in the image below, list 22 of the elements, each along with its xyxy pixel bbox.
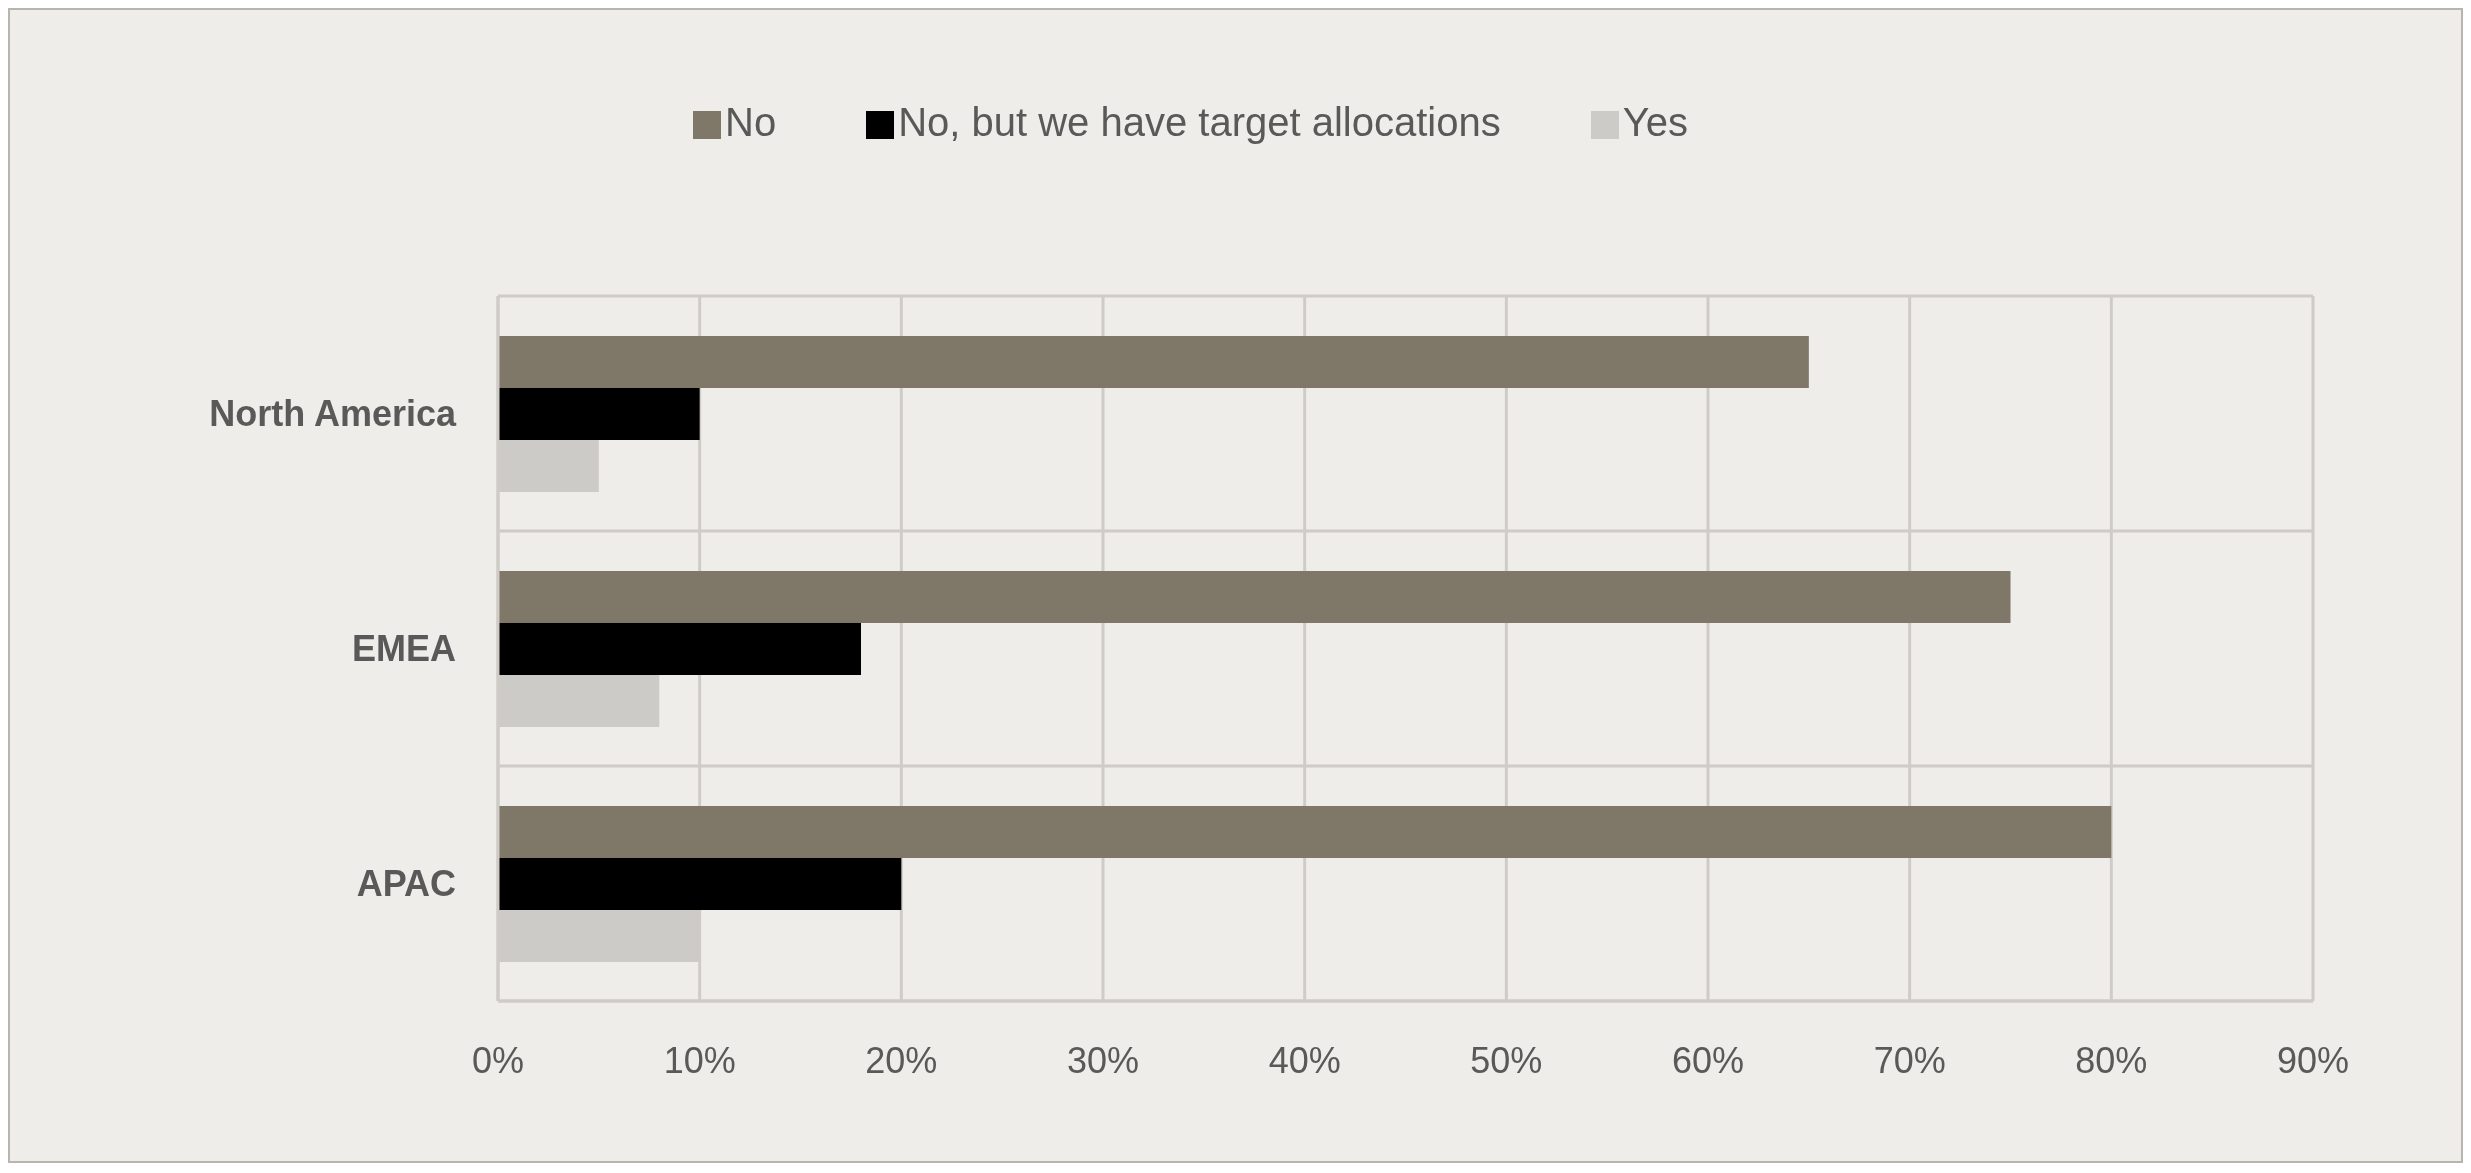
bar — [498, 623, 861, 675]
legend-label: Yes — [1622, 100, 1688, 144]
legend-label: No — [725, 100, 777, 144]
bar — [498, 858, 902, 910]
bar — [498, 571, 2011, 623]
bar — [498, 336, 1809, 388]
y-tick-label: APAC — [356, 863, 456, 905]
x-tick-label: 60% — [1671, 1039, 1745, 1081]
x-tick-label: 40% — [1268, 1039, 1341, 1081]
x-tick-label: 80% — [2075, 1039, 2148, 1081]
x-tick-label: 90% — [2276, 1039, 2350, 1081]
x-tick-label: 10% — [663, 1039, 736, 1081]
x-tick-label: 0% — [471, 1039, 525, 1081]
x-tick-label: 30% — [1066, 1039, 1140, 1081]
x-tick-label: 50% — [1470, 1039, 1543, 1081]
y-tick-label: North America — [209, 393, 457, 435]
bar — [498, 806, 2112, 858]
bar — [498, 388, 700, 440]
x-tick-label: 20% — [865, 1039, 938, 1081]
legend-label: No, but we have target allocations — [898, 100, 1501, 144]
x-tick-label: 70% — [1873, 1039, 1946, 1081]
y-tick-label: EMEA — [351, 628, 456, 670]
